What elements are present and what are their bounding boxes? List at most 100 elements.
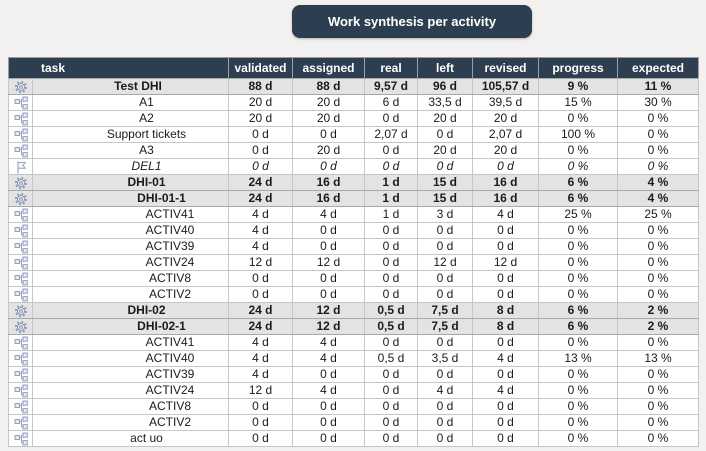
validated-value: 12 d [228,254,293,271]
revised-value: 0 d [472,366,539,383]
revised-value: 20 d [472,110,539,127]
task-name: ACTIV39 [32,366,229,383]
assigned-value: 0 d [292,158,365,175]
progress-value: 6 % [538,318,618,335]
activity-icon [14,128,28,142]
row-icon-cell [8,110,33,127]
row-icon-cell [8,158,33,175]
real-value: 0 d [364,286,418,303]
progress-value: 0 % [538,222,618,239]
validated-value: 24 d [228,190,293,207]
expected-value: 0 % [617,430,699,447]
activity-icon [14,256,28,270]
row-icon-cell [8,222,33,239]
assigned-value: 88 d [292,78,365,95]
progress-value: 100 % [538,126,618,143]
row-icon-cell [8,78,33,95]
task-name: act uo [32,430,229,447]
task-name: ACTIV8 [32,270,229,287]
column-header-progress: progress [538,57,618,79]
real-value: 0 d [364,222,418,239]
real-value: 0,5 d [364,350,418,367]
row-icon-cell [8,430,33,447]
real-value: 0 d [364,366,418,383]
progress-value: 13 % [538,350,618,367]
activity-icon [14,400,28,414]
gear-icon [14,80,27,93]
revised-value: 0 d [472,430,539,447]
revised-value: 16 d [472,174,539,191]
expected-value: 0 % [617,142,699,159]
left-value: 0 d [417,238,473,255]
assigned-value: 0 d [292,430,365,447]
validated-value: 88 d [228,78,293,95]
left-value: 20 d [417,110,473,127]
left-value: 0 d [417,414,473,431]
left-value: 12 d [417,254,473,271]
activity-icon [14,208,28,222]
assigned-value: 0 d [292,286,365,303]
progress-value: 0 % [538,270,618,287]
assigned-value: 16 d [292,174,365,191]
real-value: 0 d [364,334,418,351]
expected-value: 0 % [617,334,699,351]
revised-value: 0 d [472,158,539,175]
row-icon-cell [8,94,33,111]
progress-value: 0 % [538,366,618,383]
assigned-value: 12 d [292,318,365,335]
revised-value: 8 d [472,302,539,319]
left-value: 0 d [417,398,473,415]
assigned-value: 0 d [292,398,365,415]
assigned-value: 0 d [292,222,365,239]
real-value: 0 d [364,158,418,175]
left-value: 0 d [417,286,473,303]
column-header-expected: expected [617,57,699,79]
activity-icon [14,432,28,446]
validated-value: 24 d [228,302,293,319]
expected-value: 0 % [617,110,699,127]
column-header-validated: validated [228,57,293,79]
revised-value: 16 d [472,190,539,207]
task-name: ACTIV40 [32,222,229,239]
left-value: 33,5 d [417,94,473,111]
validated-value: 4 d [228,222,293,239]
left-value: 0 d [417,126,473,143]
real-value: 0,5 d [364,302,418,319]
assigned-value: 4 d [292,206,365,223]
report-title: Work synthesis per activity [292,5,532,38]
validated-value: 12 d [228,382,293,399]
left-value: 7,5 d [417,318,473,335]
revised-value: 0 d [472,270,539,287]
row-icon-cell [8,206,33,223]
gear-icon [14,192,27,205]
left-value: 0 d [417,366,473,383]
validated-value: 0 d [228,270,293,287]
row-icon-cell [8,190,33,207]
expected-value: 2 % [617,318,699,335]
progress-value: 0 % [538,430,618,447]
expected-value: 0 % [617,126,699,143]
real-value: 1 d [364,190,418,207]
task-name: DEL1 [32,158,229,175]
progress-value: 15 % [538,94,618,111]
progress-value: 0 % [538,142,618,159]
activity-icon [14,112,28,126]
left-value: 0 d [417,222,473,239]
row-icon-cell [8,318,33,335]
progress-value: 0 % [538,110,618,127]
real-value: 0 d [364,430,418,447]
revised-value: 0 d [472,238,539,255]
progress-value: 6 % [538,174,618,191]
expected-value: 0 % [617,270,699,287]
task-name: Support tickets [32,126,229,143]
real-value: 0 d [364,398,418,415]
real-value: 0 d [364,414,418,431]
activity-icon [14,352,28,366]
